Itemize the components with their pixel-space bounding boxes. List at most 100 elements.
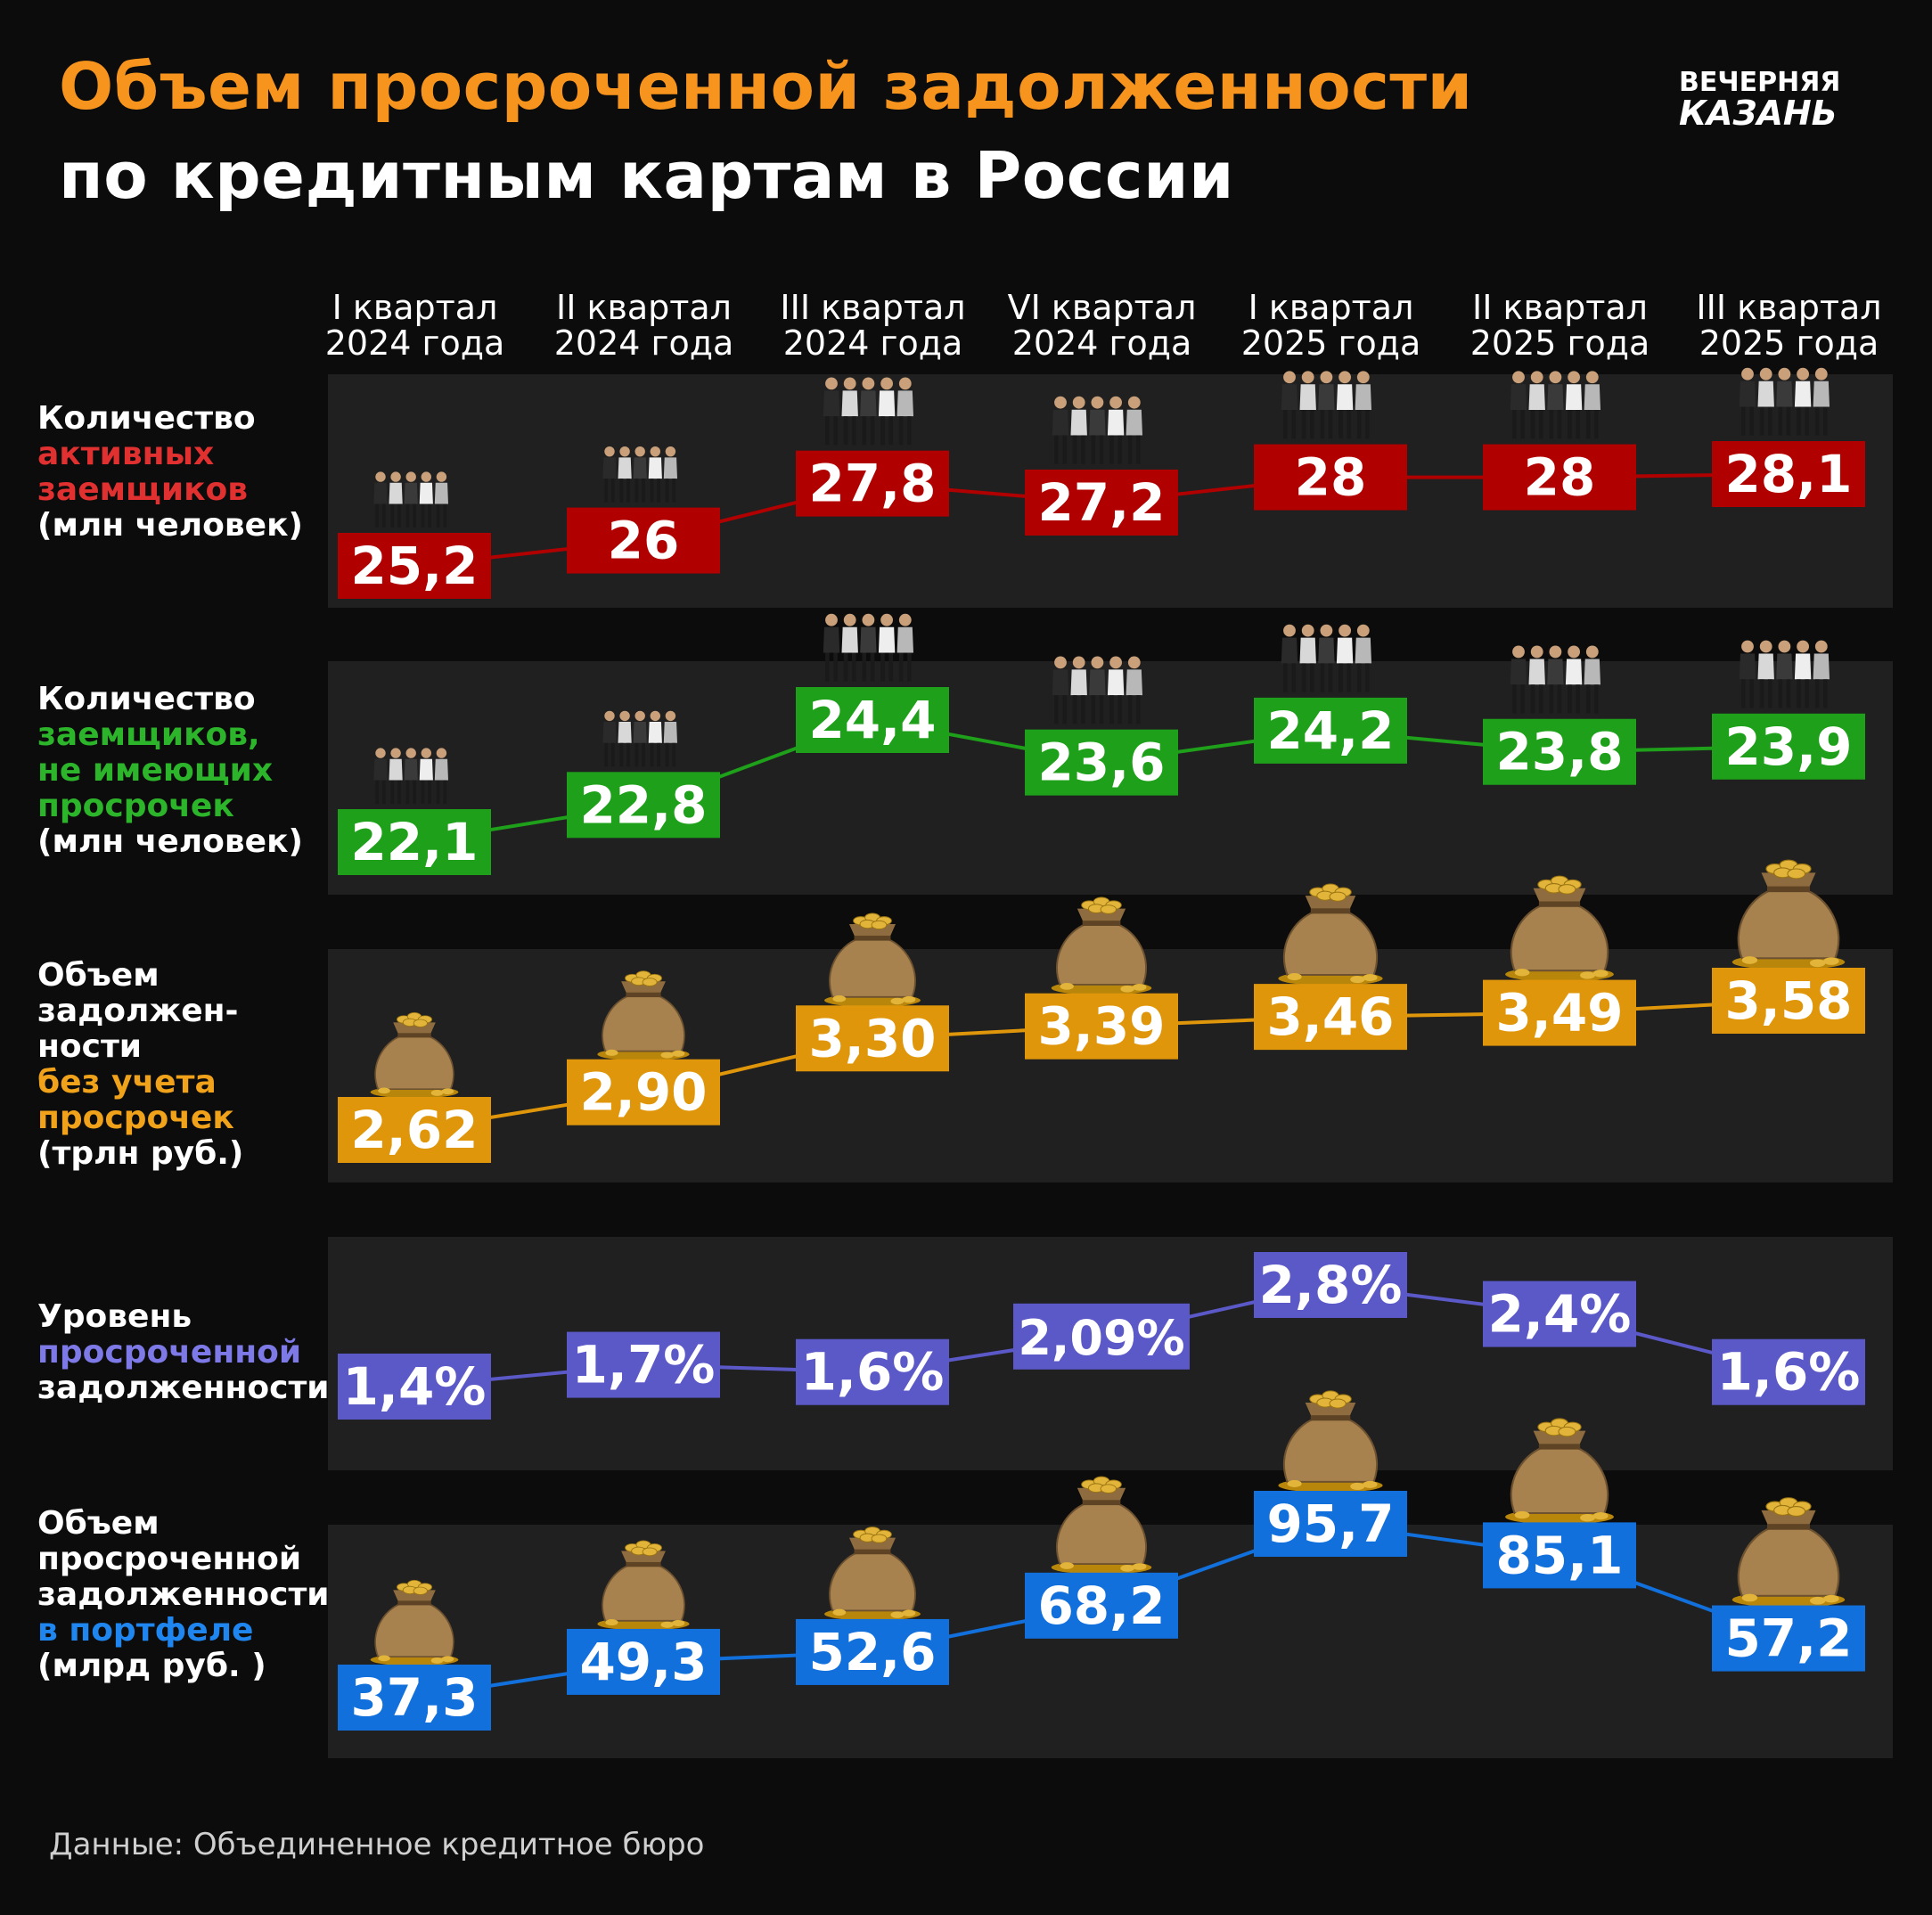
quarter-header-line: 2024 года (553, 323, 734, 363)
value-box (1254, 1491, 1407, 1557)
value-box (1254, 444, 1407, 511)
money-bag-icon (1731, 859, 1846, 970)
money-bag-icon (1278, 1390, 1383, 1494)
series-row: 25,2 26 27,8 27,2 28 28 28,1 (338, 367, 1865, 599)
quarter-header-line: 2025 года (1469, 323, 1650, 363)
row-label-line: (млн человек) (37, 823, 303, 860)
quarter-header: VI квартал 2024 года (987, 290, 1216, 361)
data-label: 3,49 (1495, 983, 1623, 1043)
data-label: 25,2 (350, 536, 478, 596)
row-label-line: не имеющих (37, 752, 274, 789)
value-box (1483, 979, 1636, 1046)
row-label-line: задолжен- (37, 993, 239, 1029)
row-label-line: задолженности (37, 1576, 330, 1613)
data-label: 23,8 (1495, 722, 1623, 782)
quarter-header-line: II квартал (556, 288, 732, 327)
data-label: 3,30 (808, 1008, 936, 1068)
data-label: 2,62 (350, 1100, 478, 1160)
data-label: 22,8 (579, 774, 707, 835)
value-box (796, 1338, 949, 1405)
people-icon (1510, 371, 1600, 439)
value-box (1712, 713, 1865, 780)
quarter-header: I квартал 2025 года (1216, 290, 1445, 361)
row-label: Объем задолжен-ности без учета просрочек (тр… (37, 958, 243, 1172)
row-label-line: ности (37, 1028, 143, 1065)
data-label: 1,4% (343, 1356, 487, 1417)
row-label-line: просроченной (37, 1541, 302, 1577)
row-label-line: Количество (37, 681, 256, 717)
value-box (796, 450, 949, 517)
row-label-line: просрочек (37, 788, 234, 824)
data-label: 3,46 (1266, 986, 1394, 1047)
data-label: 1,6% (801, 1342, 945, 1403)
money-bag-icon (824, 912, 921, 1008)
data-label: 3,58 (1724, 970, 1852, 1031)
data-label: 28 (1524, 447, 1596, 508)
money-bag-icon (1505, 1418, 1614, 1525)
value-box (338, 1097, 491, 1163)
data-label: 1,6% (1717, 1342, 1861, 1403)
row-label: Уровень просроченной задолженности (37, 1299, 330, 1406)
value-box (567, 1059, 720, 1125)
people-icon (1739, 640, 1830, 708)
source-note: Данные: Объединенное кредитное бюро (49, 1827, 705, 1862)
row-label: Количество заемщиков, не имеющих просрочек(… (37, 682, 303, 860)
data-label: 28 (1295, 447, 1367, 508)
quarter-header: II квартал 2025 года (1445, 290, 1674, 361)
row-label-line: без учета (37, 1064, 217, 1101)
money-bag-icon (824, 1526, 921, 1621)
people-icon (1739, 367, 1830, 436)
value-box (567, 1331, 720, 1398)
value-box (338, 1665, 491, 1731)
data-label: 95,7 (1266, 1494, 1394, 1554)
data-label: 23,6 (1037, 732, 1165, 793)
data-label: 49,3 (579, 1632, 707, 1692)
value-box (1254, 697, 1407, 764)
value-box (1254, 1252, 1407, 1318)
quarter-header: III квартал 2025 года (1674, 290, 1903, 361)
quarter-header-line: 2024 года (1011, 323, 1192, 363)
quarter-header-line: II квартал (1472, 288, 1648, 327)
row-label-line: заемщиков, (37, 716, 260, 753)
money-bag-icon (1505, 875, 1614, 982)
people-icon (823, 613, 913, 682)
row-label-line: задолженности (37, 1370, 330, 1406)
quarter-header-line: 2024 года (782, 323, 963, 363)
quarter-header-line: III квартал (780, 288, 966, 327)
value-box (1712, 968, 1865, 1034)
value-box (796, 1005, 949, 1072)
value-box (338, 533, 491, 599)
data-label: 27,2 (1037, 472, 1165, 533)
data-label: 22,1 (350, 812, 478, 872)
money-bag-icon (1731, 1497, 1846, 1608)
data-label: 2,4% (1488, 1284, 1632, 1345)
quarter-header-line: 2025 года (1240, 323, 1421, 363)
data-label: 24,2 (1266, 700, 1394, 761)
value-box (1712, 1605, 1865, 1672)
money-bag-icon (1051, 1476, 1152, 1575)
data-label: 24,4 (808, 690, 936, 750)
value-box (567, 1628, 720, 1695)
row-label-line: активных (37, 436, 215, 472)
logo-line2: КАЗАНЬ (1679, 94, 1838, 132)
row-label-line: в портфеле (37, 1612, 254, 1649)
row-label-line: (млрд руб. ) (37, 1648, 266, 1684)
data-label: 85,1 (1495, 1525, 1623, 1585)
value-box (338, 1354, 491, 1420)
value-box (1025, 729, 1178, 796)
data-label: 57,2 (1724, 1608, 1852, 1669)
series-row: 37,3 49,3 52,6 68,2 95,7 85,1 57,2 (338, 1390, 1865, 1731)
value-box (338, 809, 491, 875)
money-bag-icon (1278, 883, 1383, 986)
money-bag-icon (597, 970, 690, 1061)
logo-line1: ВЕЧЕРНЯЯ (1679, 67, 1840, 98)
value-box (1712, 441, 1865, 507)
data-label: 3,39 (1037, 996, 1165, 1057)
data-label: 28,1 (1724, 444, 1852, 504)
value-box (1025, 469, 1178, 536)
money-bag-icon (370, 1579, 459, 1666)
value-box (567, 507, 720, 574)
quarter-header-line: VI квартал (1007, 288, 1197, 327)
value-box (1483, 718, 1636, 785)
